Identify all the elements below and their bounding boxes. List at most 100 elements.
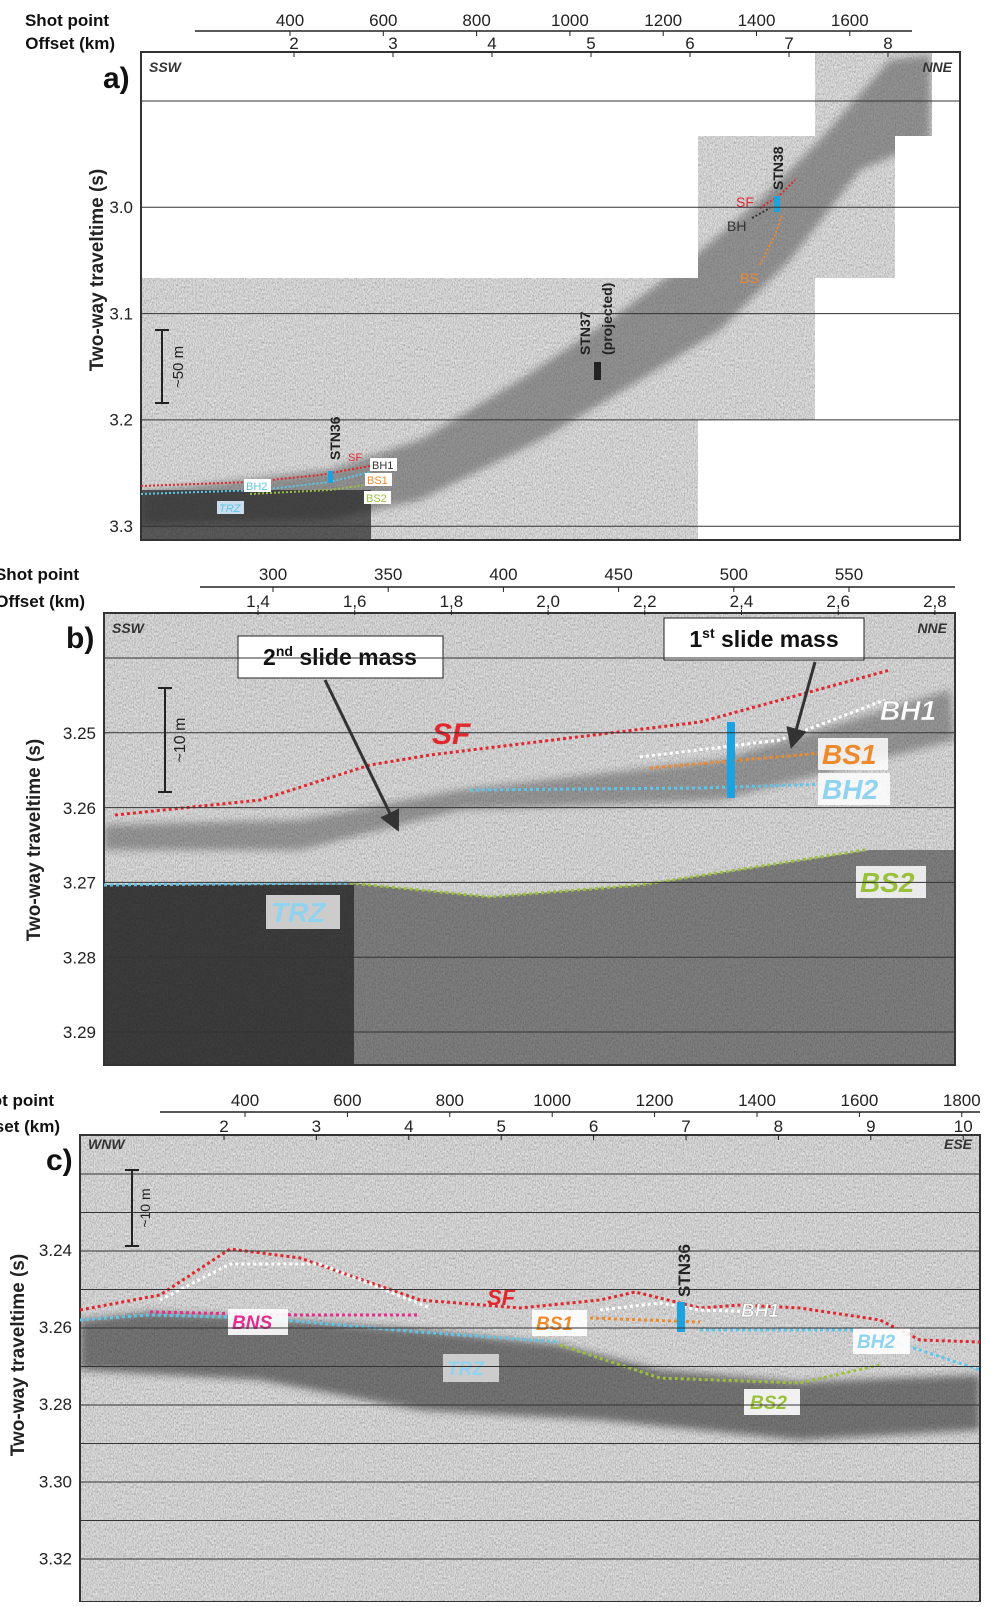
y-tick-label: 3.30 <box>39 1472 72 1491</box>
callout: 2nd slide mass <box>263 643 417 670</box>
annotation: BH2 <box>246 481 267 493</box>
annotation: BS2 <box>366 493 387 505</box>
callout-num: 1 <box>689 626 702 652</box>
direction-label: SSW <box>149 59 183 75</box>
annotation: BS1 <box>822 739 876 770</box>
direction-label: WNW <box>88 1136 126 1152</box>
shot-point-tick-label: 400 <box>276 11 304 30</box>
axis-heading: Shot point <box>25 11 109 30</box>
offset-tick-label: 6 <box>589 1117 598 1136</box>
panel-label: a) <box>103 62 130 95</box>
shot-point-tick-label: 400 <box>489 565 517 584</box>
annotation: BH2 <box>822 774 878 805</box>
offset-tick-label: 4 <box>404 1117 413 1136</box>
y-axis-label: Two-way traveltime (s) <box>8 1254 29 1456</box>
offset-tick-label: 2,2 <box>633 592 657 611</box>
offset-tick-label: 10 <box>954 1117 973 1136</box>
y-tick-label: 3.26 <box>39 1318 72 1337</box>
annotation: TRZ <box>219 503 242 515</box>
scale-bar-label: ~10 m <box>172 718 189 763</box>
offset-tick-label: 1,4 <box>246 592 270 611</box>
offset-tick-label: 7 <box>681 1117 690 1136</box>
offset-tick-label: 5 <box>586 34 595 53</box>
y-tick-label: 3.3 <box>109 517 133 536</box>
axis-heading: Offset (km) <box>25 34 115 53</box>
shot-point-tick-label: 800 <box>436 1091 464 1110</box>
offset-tick-label: 3 <box>388 34 397 53</box>
annotation: BH1 <box>372 460 393 472</box>
borehole-marker <box>727 722 735 798</box>
offset-tick-label: 8 <box>774 1117 783 1136</box>
axis-heading: Offset (km) <box>0 1117 60 1136</box>
y-tick-label: 3.24 <box>39 1241 72 1260</box>
shot-point-tick-label: 500 <box>720 565 748 584</box>
callout-sup: st <box>702 625 715 641</box>
y-tick-label: 3.32 <box>39 1549 72 1568</box>
offset-tick-label: 9 <box>866 1117 875 1136</box>
shot-point-tick-label: 1800 <box>943 1091 981 1110</box>
panel-label: b) <box>66 622 94 655</box>
shot-point-tick-label: 1400 <box>738 1091 776 1110</box>
y-axis-label: Two-way traveltime (s) <box>87 169 108 371</box>
seismic-image <box>104 613 955 1065</box>
borehole-marker <box>594 362 601 380</box>
annotation: BS <box>740 270 759 286</box>
annotation: BH2 <box>857 1332 895 1353</box>
offset-tick-label: 2 <box>219 1117 228 1136</box>
annotation: BH1 <box>880 695 936 726</box>
callout: 1st slide mass <box>689 625 838 652</box>
shot-point-tick-label: 600 <box>333 1091 361 1110</box>
y-axis-label: Two-way traveltime (s) <box>24 739 45 941</box>
y-tick-label: 3.2 <box>109 411 133 430</box>
offset-tick-label: 5 <box>496 1117 505 1136</box>
shot-point-tick-label: 800 <box>462 11 490 30</box>
direction-label: SSW <box>112 620 146 636</box>
shot-point-tick-label: 1600 <box>831 11 869 30</box>
annotation: STN37 <box>577 311 593 355</box>
seismic-image <box>80 1135 980 1602</box>
offset-tick-label: 1,8 <box>440 592 464 611</box>
offset-tick-label: 2,6 <box>826 592 850 611</box>
annotation: SF <box>487 1285 516 1310</box>
annotation: STN36 <box>327 416 343 460</box>
direction-label: NNE <box>917 620 947 636</box>
shot-point-tick-label: 1200 <box>644 11 682 30</box>
offset-tick-label: 2 <box>289 34 298 53</box>
annotation: BS1 <box>367 475 388 487</box>
offset-tick-label: 1,6 <box>343 592 367 611</box>
y-tick-label: 3.27 <box>63 874 96 893</box>
borehole-marker <box>677 1302 685 1332</box>
offset-tick-label: 2,0 <box>536 592 560 611</box>
annotation: STN38 <box>770 146 786 190</box>
axis-heading: Shot point <box>0 1091 54 1110</box>
offset-tick-label: 6 <box>685 34 694 53</box>
panel-label: c) <box>46 1144 73 1177</box>
annotation: BNS <box>232 1313 272 1334</box>
callout-text: slide mass <box>715 626 839 652</box>
annotation: TRZ <box>447 1359 485 1380</box>
shot-point-tick-label: 300 <box>259 565 287 584</box>
offset-tick-label: 8 <box>883 34 892 53</box>
annotation: BS1 <box>536 1314 573 1335</box>
panel-c: ~10 m STN36 SF BH1 BS1 BH2 BS2 BNS TRZ <box>79 1134 981 1603</box>
seismic-image <box>141 52 932 540</box>
y-tick-label: 3.1 <box>109 304 133 323</box>
panel-a: ~50 m STN38 SF BH BS STN37 (projected) S… <box>140 51 961 541</box>
reflector-lines <box>140 179 796 495</box>
axis-heading: Offset (km) <box>0 592 85 611</box>
annotation: TRZ <box>271 897 326 928</box>
y-tick-label: 3.0 <box>109 198 133 217</box>
annotation: SF <box>432 718 471 751</box>
offset-tick-label: 2,8 <box>923 592 947 611</box>
offset-tick-label: 4 <box>487 34 496 53</box>
annotation: BS2 <box>750 1393 787 1414</box>
offset-tick-label: 2,4 <box>730 592 754 611</box>
annotation: BH1 <box>741 1301 779 1322</box>
offset-tick-label: 7 <box>784 34 793 53</box>
shot-point-tick-label: 1000 <box>551 11 589 30</box>
shot-point-tick-label: 1000 <box>533 1091 571 1110</box>
shot-point-tick-label: 1200 <box>636 1091 674 1110</box>
panel-b: ~10 m 2nd slide mass 1st slide mass SF B… <box>103 612 956 1066</box>
